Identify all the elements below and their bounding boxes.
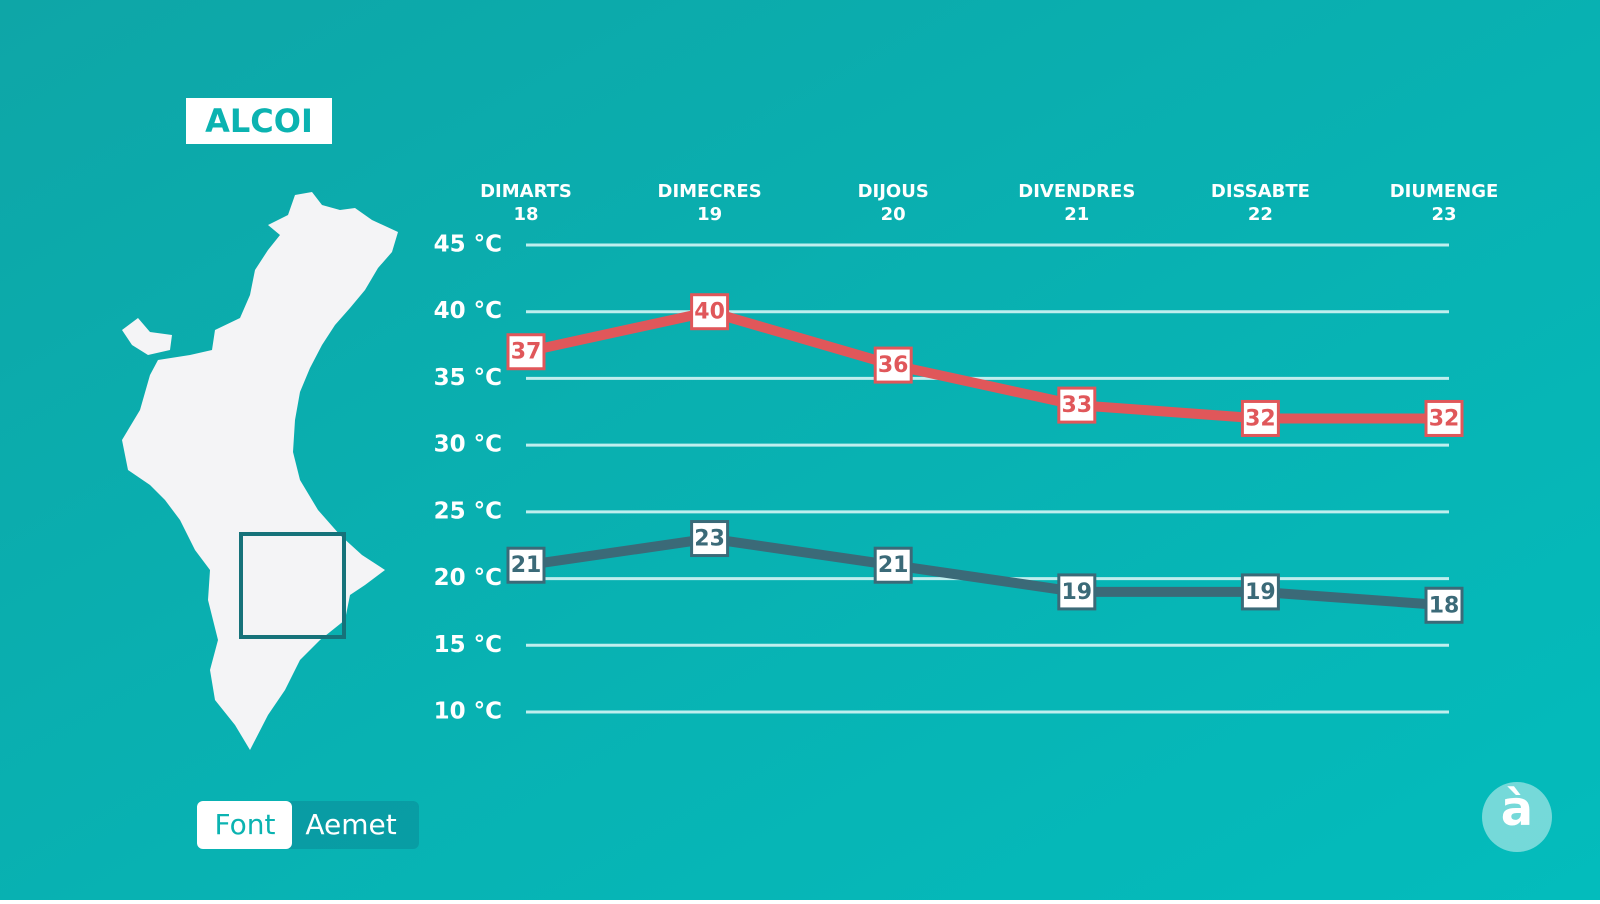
point-marker <box>1057 386 1097 424</box>
data-label: 32 <box>1245 406 1276 431</box>
source-label-box <box>197 801 292 849</box>
point-marker <box>1240 573 1280 611</box>
y-tick-label: 45 °C <box>434 232 502 258</box>
chart-title: ALCOI <box>205 102 313 140</box>
x-tick-date: 19 <box>697 204 722 225</box>
x-tick-date: 23 <box>1431 204 1456 225</box>
x-tick-date: 22 <box>1248 204 1273 225</box>
point-marker <box>690 520 730 558</box>
data-label: 18 <box>1429 593 1460 618</box>
x-tick-date: 18 <box>513 204 538 225</box>
location-box <box>239 532 346 639</box>
data-label: 21 <box>511 553 542 578</box>
logo: à <box>1501 781 1533 837</box>
point-marker <box>506 333 546 371</box>
data-label: 21 <box>878 553 909 578</box>
data-label: 36 <box>878 353 909 378</box>
y-tick-label: 40 °C <box>434 298 502 324</box>
data-label: 19 <box>1245 580 1276 605</box>
region-map-island <box>122 318 172 355</box>
data-label: 33 <box>1061 393 1092 418</box>
title-box <box>186 98 332 144</box>
point-marker <box>1057 573 1097 611</box>
data-label: 19 <box>1061 580 1092 605</box>
y-tick-label: 15 °C <box>434 632 502 658</box>
y-tick-label: 35 °C <box>434 365 502 391</box>
point-marker <box>690 293 730 331</box>
point-marker <box>1424 399 1464 437</box>
point-marker <box>506 546 546 584</box>
source-label: Font <box>215 808 276 841</box>
point-marker <box>1424 586 1464 624</box>
region-map <box>122 192 398 750</box>
y-tick-label: 10 °C <box>434 699 502 725</box>
x-tick-date: 20 <box>881 204 906 225</box>
y-tick-label: 30 °C <box>434 432 502 458</box>
data-label: 37 <box>511 340 542 365</box>
source-name: Aemet <box>305 808 396 841</box>
point-marker <box>873 546 913 584</box>
y-tick-label: 20 °C <box>434 565 502 591</box>
x-tick-label: DIUMENGE <box>1390 181 1499 202</box>
x-tick-label: DISSABTE <box>1211 181 1310 202</box>
point-marker <box>1240 399 1280 437</box>
logo-circle <box>1482 782 1552 852</box>
x-tick-label: DIMECRES <box>658 181 762 202</box>
x-tick-date: 21 <box>1064 204 1089 225</box>
data-label: 23 <box>694 527 725 552</box>
series-line <box>525 533 1445 611</box>
y-tick-label: 25 °C <box>434 498 502 524</box>
series-line <box>524 306 1444 424</box>
data-label: 32 <box>1429 406 1460 431</box>
x-tick-label: DIMARTS <box>480 181 572 202</box>
x-tick-label: DIVENDRES <box>1018 181 1135 202</box>
point-marker <box>873 346 913 384</box>
data-label: 40 <box>694 300 725 325</box>
x-tick-label: DIJOUS <box>858 181 929 202</box>
